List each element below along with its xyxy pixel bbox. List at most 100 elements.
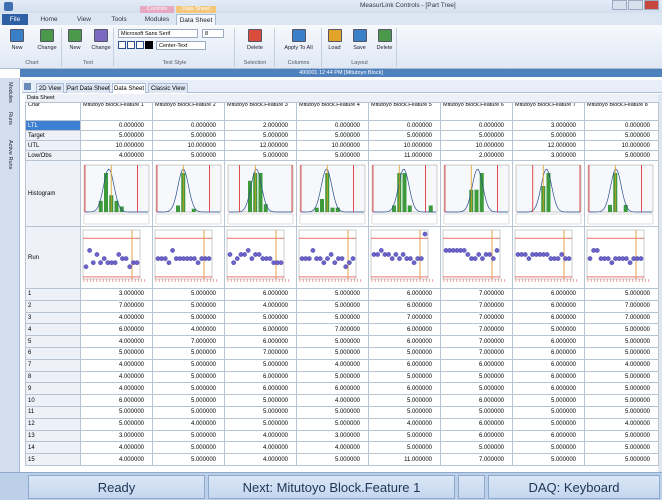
ribbon-icon[interactable]	[94, 29, 108, 42]
histogram-bar	[402, 173, 407, 212]
font-dropdown[interactable]: Microsoft Sans Serif	[118, 29, 198, 38]
column-header[interactable]: Mitutoyo Block.Feature 1	[80, 102, 153, 121]
data-value: 5.000000	[368, 394, 441, 407]
run-point	[472, 256, 478, 261]
ribbon-icon[interactable]	[10, 29, 24, 42]
mini-chart	[513, 227, 584, 288]
data-value: 7.000000	[440, 346, 513, 360]
view-tab[interactable]: Classic View	[148, 83, 188, 93]
run-point	[101, 256, 107, 261]
spec-value: 5.000000	[440, 130, 513, 141]
data-row: 15 4.000000 5.000000 4.000000 5.000000 11.000…	[25, 453, 659, 466]
ribbon-icon[interactable]	[248, 29, 262, 42]
size-dropdown[interactable]: 8	[202, 29, 224, 38]
ribbon-button-label[interactable]: Delete	[376, 45, 393, 51]
run-point	[408, 256, 413, 261]
window-button[interactable]	[628, 0, 643, 10]
column-header[interactable]: Mitutoyo Block.Feature 7	[512, 102, 585, 121]
ribbon-tab[interactable]: Modules	[144, 16, 170, 23]
data-value: 5.000000	[296, 453, 369, 466]
data-value: 6.000000	[80, 394, 153, 407]
ribbon-tab[interactable]: Tools	[111, 16, 127, 23]
data-value: 6.000000	[224, 288, 297, 301]
align-dropdown[interactable]: Center-Text	[156, 41, 206, 50]
data-value: 5.000000	[512, 394, 585, 407]
view-tab[interactable]: Part Data Sheet	[66, 83, 110, 93]
row-number: 11	[25, 405, 81, 419]
plot-area	[586, 229, 645, 280]
spec-value: 2.000000	[224, 120, 297, 131]
ribbon-button-label[interactable]: Load	[328, 45, 341, 51]
run-point	[375, 252, 380, 257]
data-value: 7.000000	[584, 311, 659, 325]
ribbon-button-label[interactable]: Change	[91, 45, 111, 51]
column-header[interactable]: Mitutoyo Block.Feature 5	[368, 102, 441, 121]
ribbon-tab[interactable]: File	[2, 14, 28, 26]
chart-cell	[440, 226, 513, 289]
format-button[interactable]	[118, 41, 126, 49]
side-tab[interactable]: Runs	[7, 112, 13, 125]
data-value: 5.000000	[224, 358, 297, 372]
data-row: 2 7.000000 5.000000 4.000000 5.000000 6.00000…	[25, 299, 659, 313]
char-header[interactable]: Char	[25, 102, 81, 121]
data-value: 4.000000	[224, 429, 297, 443]
data-value: 5.000000	[296, 335, 369, 348]
spec-value: 5.000000	[152, 150, 225, 161]
ribbon-tab[interactable]: Data Sheet	[176, 14, 216, 26]
data-value: 5.000000	[152, 358, 225, 372]
mini-chart	[153, 227, 224, 288]
chart-cell	[152, 226, 225, 289]
ribbon-button-label[interactable]: Save	[353, 45, 366, 51]
stats-box	[227, 213, 294, 225]
ribbon-icon[interactable]	[327, 29, 342, 42]
data-value: 6.000000	[80, 323, 153, 337]
ribbon-button-label[interactable]: Change	[37, 45, 57, 51]
format-button[interactable]	[136, 41, 144, 49]
spec-value: 5.000000	[584, 130, 659, 141]
run-point	[587, 256, 593, 261]
ribbon-button-label[interactable]: New	[69, 45, 81, 51]
column-header[interactable]: Mitutoyo Block.Feature 3	[224, 102, 297, 121]
chart-cell	[80, 160, 153, 227]
ribbon-icon[interactable]	[68, 29, 82, 42]
data-value: 3.000000	[296, 429, 369, 443]
ribbon-icon[interactable]	[291, 29, 306, 42]
ribbon-button-label[interactable]: Apply To All	[284, 45, 313, 51]
column-header[interactable]: Mitutoyo Block.Feature 2	[152, 102, 225, 121]
side-tab[interactable]: Active Runs	[7, 140, 13, 170]
column-header[interactable]: Mitutoyo Block.Feature 8	[584, 102, 659, 121]
row-number: 8	[25, 370, 81, 384]
data-value: 4.000000	[80, 335, 153, 348]
ribbon-tab[interactable]: Home	[40, 16, 58, 23]
format-button[interactable]	[127, 41, 135, 49]
ribbon-button-label[interactable]: New	[11, 45, 23, 51]
ribbon-icon[interactable]	[377, 29, 392, 42]
window-button[interactable]	[612, 0, 627, 10]
header-row: Char Mitutoyo Block.Feature 1 Mitutoyo Blo…	[25, 102, 659, 121]
ribbon-button-label[interactable]: Delete	[247, 45, 263, 51]
view-tab[interactable]: 2D View	[36, 83, 64, 93]
data-value: 5.000000	[584, 335, 659, 348]
data-value: 7.000000	[152, 335, 225, 348]
run-point	[411, 260, 417, 266]
spec-value: 10.000000	[296, 140, 369, 151]
format-button[interactable]	[145, 41, 153, 49]
ribbon-tab[interactable]: View	[77, 16, 91, 23]
data-value: 6.000000	[512, 299, 585, 313]
column-header[interactable]: Mitutoyo Block.Feature 4	[296, 102, 369, 121]
histogram-bar	[258, 173, 263, 212]
side-tab[interactable]: Modules	[7, 82, 13, 103]
row-number: 5	[25, 335, 81, 348]
window-button[interactable]	[644, 0, 659, 10]
row-number: 13	[25, 429, 81, 443]
column-header[interactable]: Mitutoyo Block.Feature 6	[440, 102, 513, 121]
histogram-bar	[608, 204, 612, 212]
run-point	[112, 260, 118, 266]
data-value: 7.000000	[440, 323, 513, 337]
ribbon-icon[interactable]	[40, 29, 54, 42]
histogram-bar	[314, 207, 319, 212]
run-point	[317, 256, 323, 261]
data-value: 5.000000	[152, 453, 225, 466]
view-tab[interactable]: Data Sheet	[112, 83, 146, 93]
ribbon-icon[interactable]	[352, 29, 367, 42]
